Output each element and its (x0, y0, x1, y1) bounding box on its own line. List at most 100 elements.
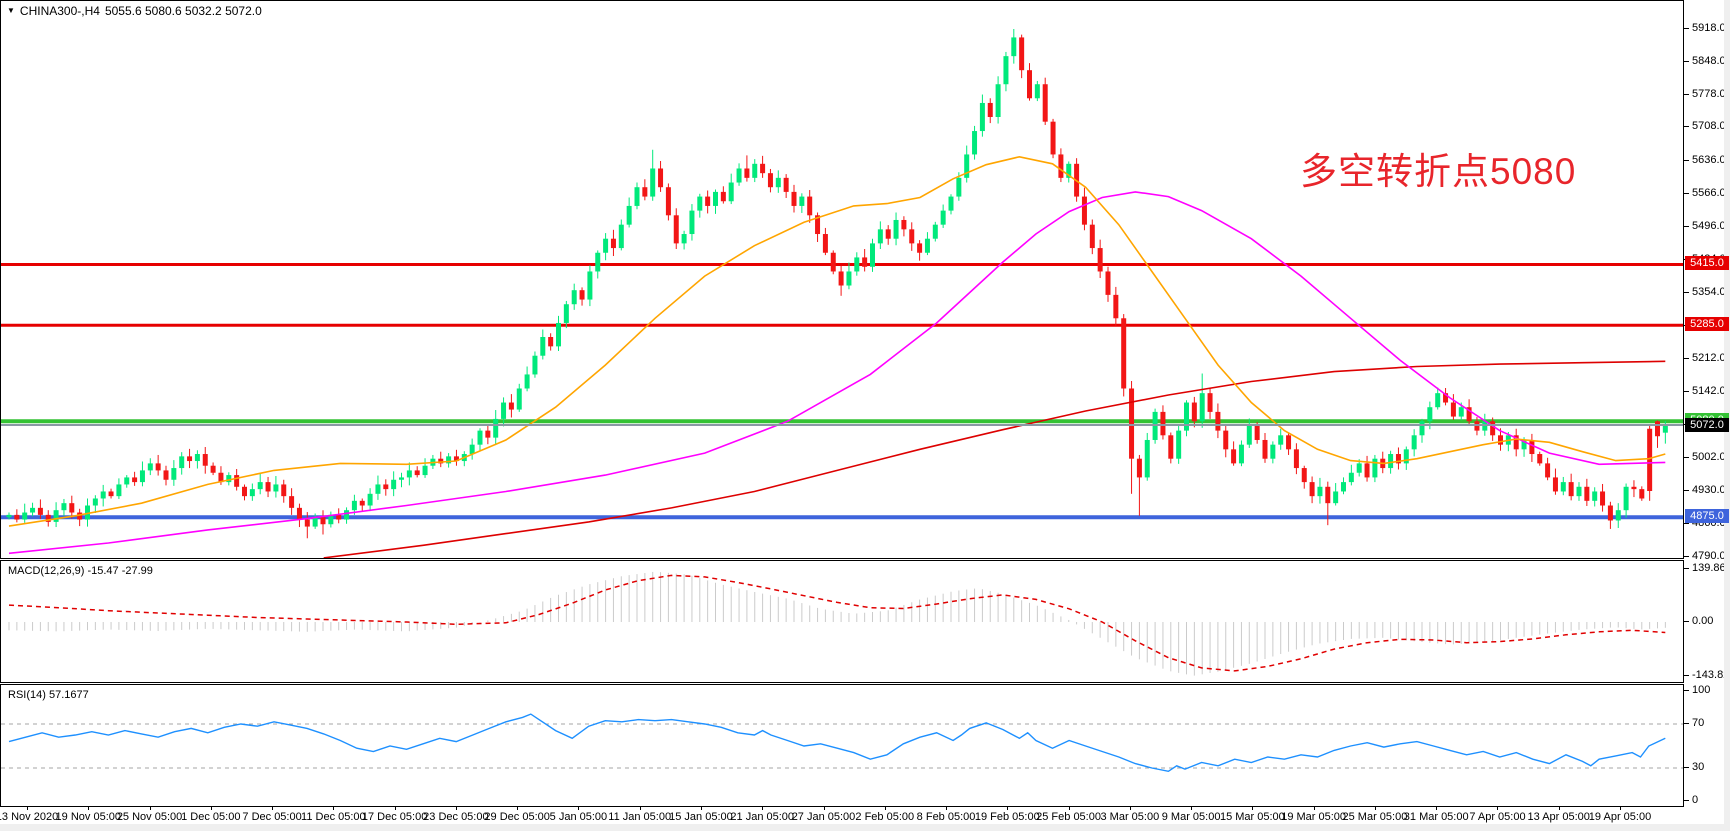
candle-body (838, 271, 844, 286)
candle-body (1647, 428, 1653, 491)
price-axis[interactable]: 5918.0 5848.0 5778.0 5708.0 5636.0 5566.0 5496… (1684, 0, 1730, 824)
quote-ohlc-values: 5055.6 5080.6 5032.2 5072.0 (104, 4, 262, 18)
candle-body (681, 234, 687, 244)
candle-body (485, 430, 491, 438)
candle-body (336, 514, 342, 520)
candle-body (1176, 430, 1182, 459)
candle-body (1144, 439, 1150, 478)
macd-canvas[interactable] (1, 561, 1683, 682)
time-tick (762, 807, 764, 810)
candle-body (815, 215, 821, 235)
time-tick (884, 807, 886, 810)
rsi-label: 100 (1692, 684, 1711, 696)
time-tick (455, 807, 457, 810)
macd-indicator-panel[interactable] (0, 560, 1684, 683)
candle-body (501, 402, 507, 419)
candle-body (359, 500, 365, 506)
candle-body (194, 454, 200, 462)
time-label: 8 Feb 05:00 (916, 811, 976, 823)
candle-body (1238, 444, 1244, 464)
candle-body (1199, 393, 1205, 422)
price-label: 5354.0 (1692, 286, 1726, 298)
candle-body (1246, 425, 1252, 445)
candle-body (1639, 489, 1645, 499)
rsi-label: 30 (1692, 761, 1705, 773)
rsi-label: 0 (1692, 794, 1699, 806)
candle-body (1223, 430, 1229, 450)
candle-body (179, 456, 185, 469)
candle-body (846, 271, 852, 286)
candle-body (642, 187, 648, 197)
candle-body (673, 215, 679, 244)
candle-body (1607, 505, 1613, 521)
candle-body (1631, 486, 1637, 490)
price-tick (1684, 160, 1689, 161)
candle-body (37, 507, 43, 515)
time-tick (333, 807, 335, 810)
candle-body (618, 224, 624, 249)
candle-body (650, 168, 656, 197)
candle-body (163, 470, 169, 480)
price-label: 5708.0 (1692, 120, 1726, 132)
candle-body (147, 463, 153, 471)
main-price-panel[interactable] (0, 0, 1684, 559)
candle-body (1600, 491, 1606, 506)
candle-body (61, 503, 67, 511)
candle-body (92, 498, 98, 506)
main-chart-canvas[interactable] (1, 1, 1683, 558)
candle-body (563, 304, 569, 323)
candle-body (1552, 477, 1558, 492)
candle-body (116, 484, 122, 497)
time-tick (1313, 807, 1315, 810)
candle-body (1592, 491, 1598, 501)
candle-body (1490, 421, 1496, 436)
macd-tick (1684, 621, 1689, 622)
price-tick (1684, 292, 1689, 293)
symbol-timeframe-label: CHINA300-,H4 (19, 4, 100, 18)
candle-body (1356, 463, 1362, 473)
time-label: 19 Feb 05:00 (974, 811, 1040, 823)
candle-body (1662, 425, 1668, 433)
candle-body (85, 505, 90, 520)
rsi-canvas[interactable] (1, 685, 1683, 806)
candle-body (273, 484, 279, 492)
time-axis[interactable]: 13 Nov 2020 19 Nov 05:00 25 Nov 05:00 1 Dec… (0, 807, 1684, 824)
candles-group[interactable] (6, 29, 1668, 539)
candle-body (296, 507, 302, 520)
price-tick (1684, 126, 1689, 127)
time-tick (27, 807, 28, 810)
candle-body (108, 491, 114, 497)
time-tick (394, 807, 396, 810)
time-label: 19 Mar 05:00 (1281, 811, 1347, 823)
time-label: 25 Feb 05:00 (1036, 811, 1101, 823)
time-label: 2 Feb 05:00 (855, 811, 915, 823)
candle-body (1301, 468, 1307, 483)
candle-body (1293, 449, 1299, 469)
window-bottom-edge (0, 824, 1730, 831)
ma-red-line (323, 360, 1666, 558)
rsi-tick (1684, 723, 1689, 724)
candle-body (155, 463, 161, 471)
time-label: 25 Mar 05:00 (1342, 811, 1408, 823)
candle-body (893, 219, 899, 239)
candle-body (783, 177, 789, 192)
symbol-dropdown-icon[interactable]: ▼ (7, 6, 15, 15)
candle-body (807, 196, 813, 216)
candle-body (995, 84, 1001, 117)
candle-body (760, 163, 766, 174)
rsi-line (8, 713, 1666, 773)
candle-body (689, 210, 695, 235)
candle-body (1403, 449, 1409, 464)
candle-body (1121, 318, 1127, 389)
candle-body (139, 470, 145, 483)
ma-orange-line (8, 155, 1666, 527)
time-label: 17 Dec 05:00 (361, 811, 428, 823)
candle-body (1560, 482, 1566, 492)
candle-body (752, 163, 758, 178)
time-label: 7 Apr 05:00 (1469, 811, 1526, 823)
candle-body (1011, 37, 1017, 57)
rsi-indicator-panel[interactable] (0, 684, 1684, 807)
candle-body (1333, 491, 1339, 504)
price-tick (1684, 28, 1689, 29)
candle-body (948, 196, 954, 211)
